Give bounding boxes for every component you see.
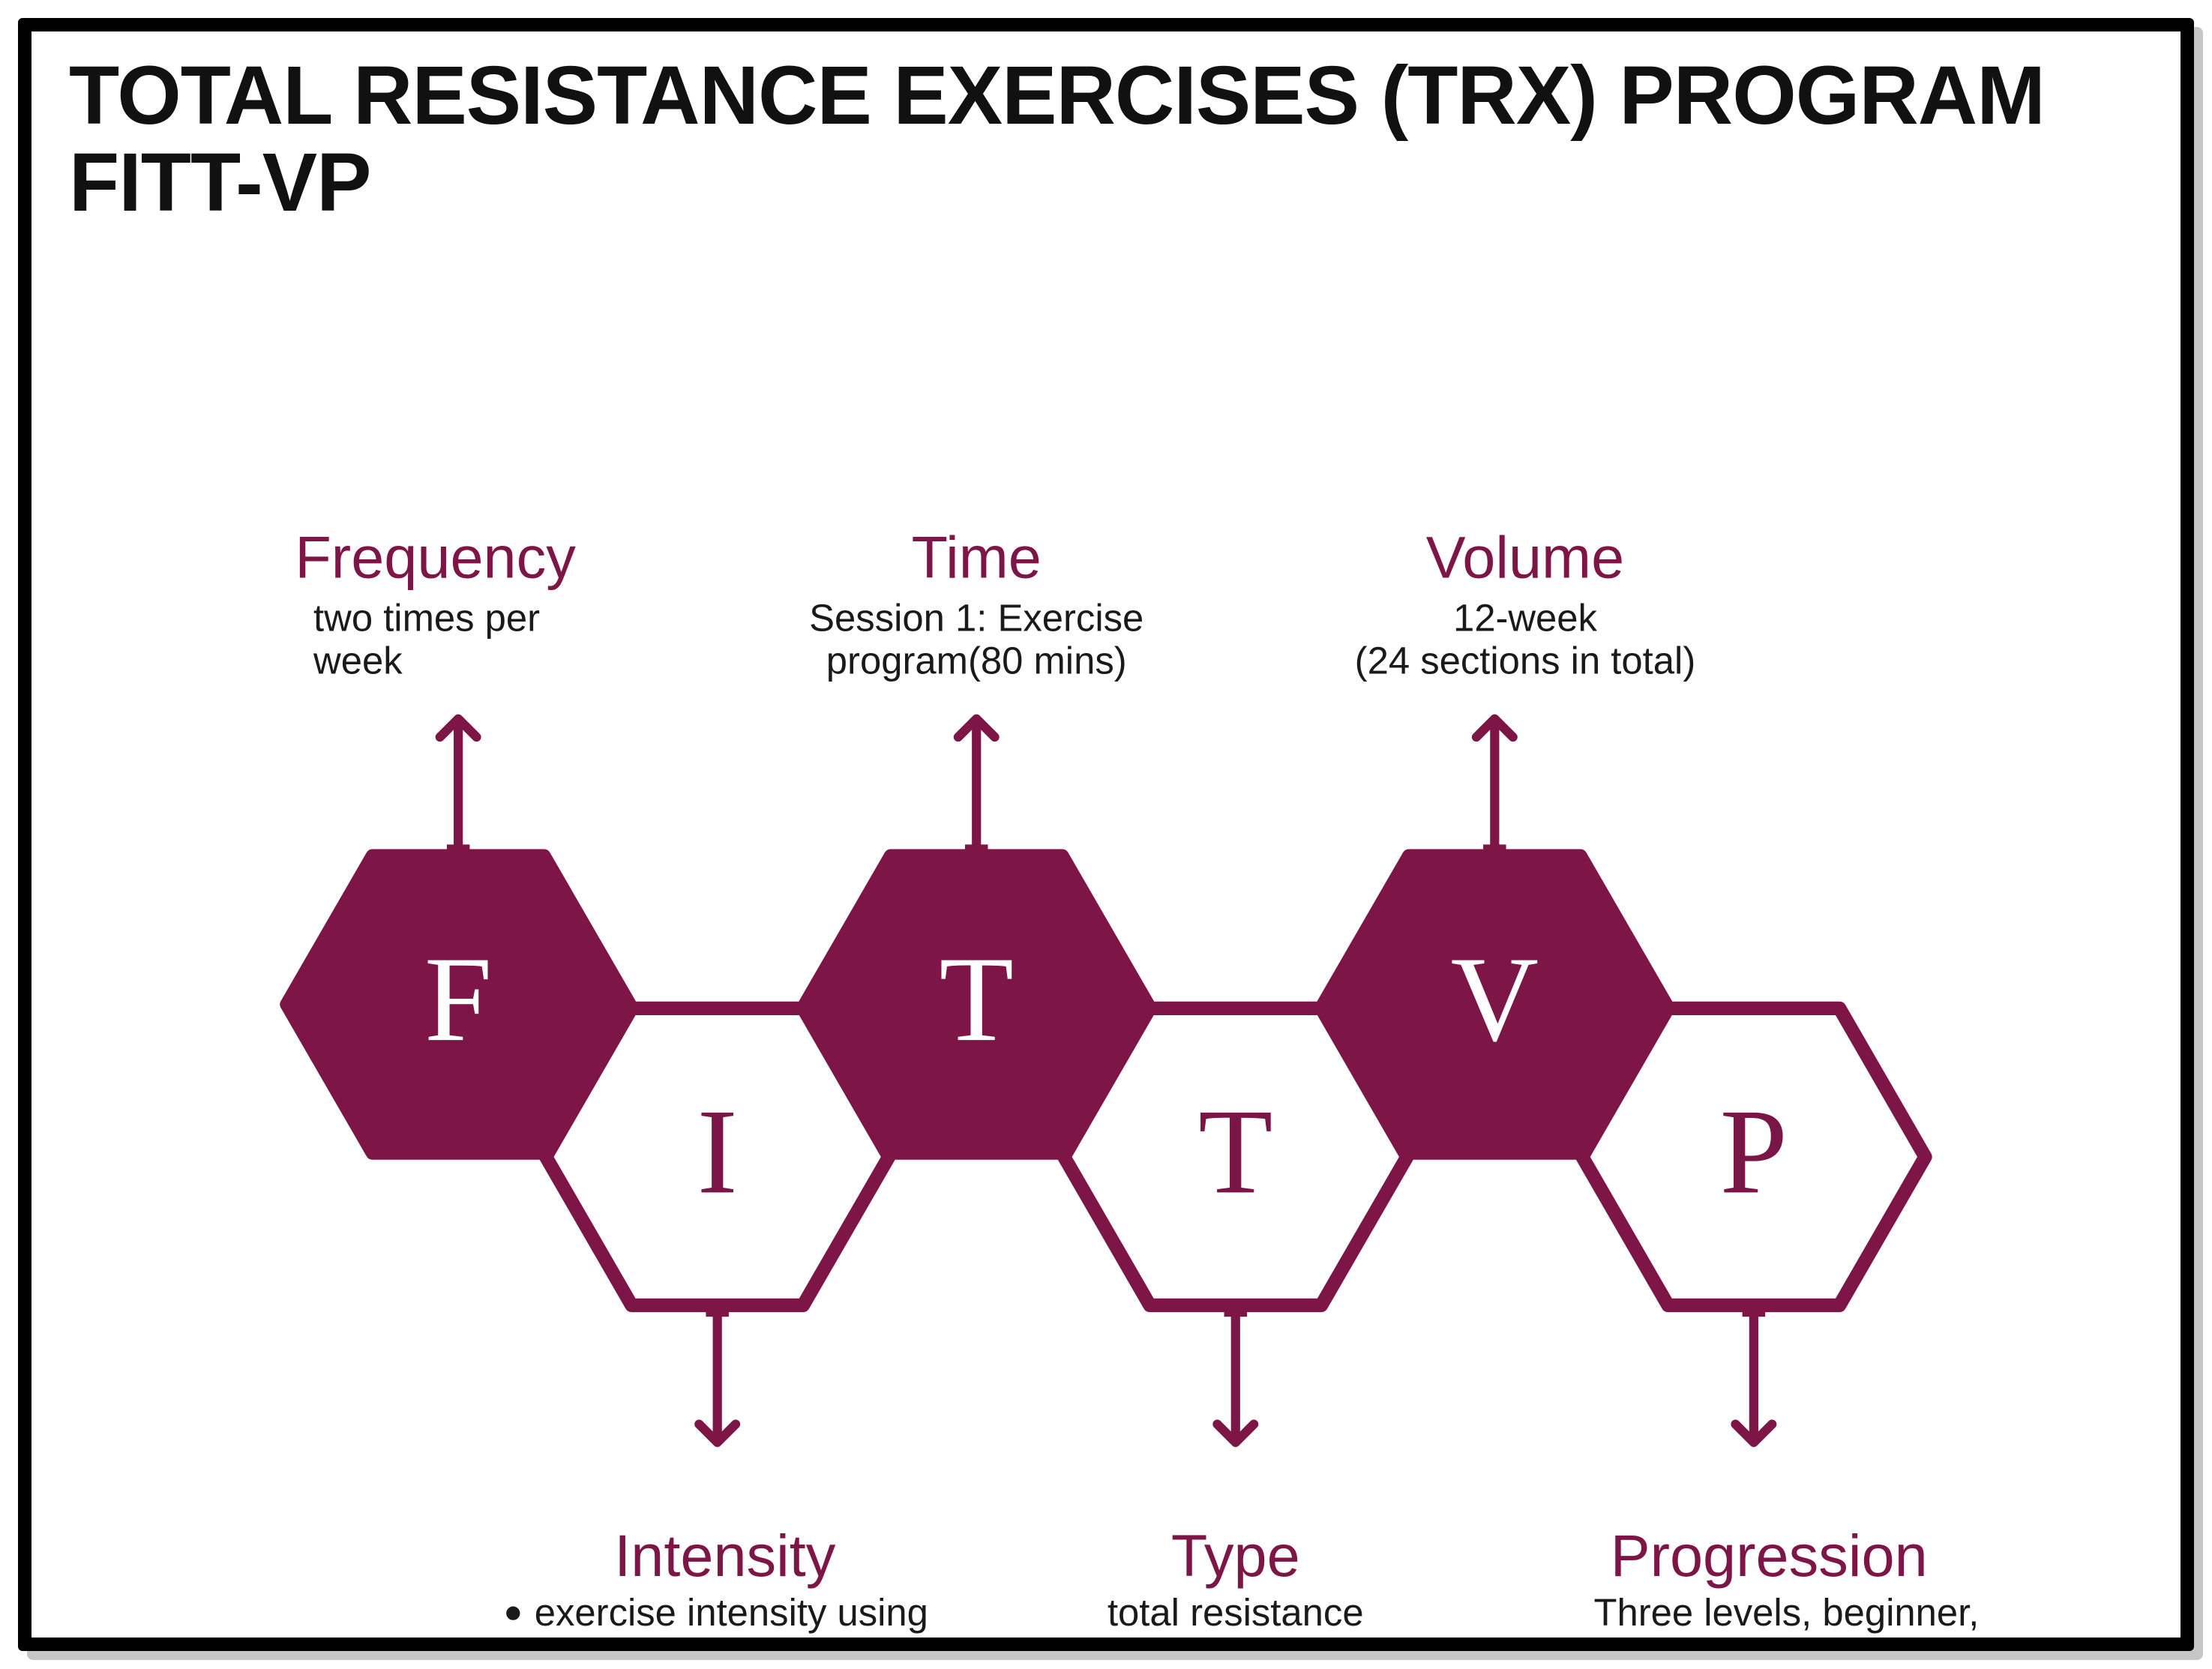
callout-body-F-line0: two times per: [313, 597, 540, 640]
callout-body-P-line0: Three levels, beginner,: [1593, 1591, 1979, 1634]
callout-title-T1: Time: [912, 523, 1042, 590]
hex-letter-T2: T: [1198, 1084, 1272, 1219]
callout-body-T2-line1: exercises: [1155, 1634, 1316, 1638]
callout-title-T2: Type: [1171, 1522, 1300, 1589]
callout-body-I-line0: exercise intensity using: [535, 1591, 928, 1634]
callout-title-P: Progression: [1611, 1522, 1928, 1589]
hex-letter-P: P: [1720, 1084, 1788, 1219]
callout-body-V-line1: (24 sections in total): [1355, 640, 1696, 682]
page-title: TOTAL RESISTANCE EXERCISES (TRX) PROGRAM…: [69, 52, 2143, 226]
page: TOTAL RESISTANCE EXERCISES (TRX) PROGRAM…: [0, 0, 2212, 1669]
fittvp-diagram: F I T T V P Frequency two times perweek Intensit…: [31, 219, 2181, 1638]
card: TOTAL RESISTANCE EXERCISES (TRX) PROGRAM…: [18, 18, 2194, 1651]
hex-letter-I: I: [697, 1084, 738, 1219]
bullet-icon: [506, 1607, 520, 1620]
hex-letter-V: V: [1451, 932, 1539, 1067]
callout-body-T1-line1: program(80 mins): [826, 640, 1127, 682]
callout-title-I: Intensity: [614, 1522, 836, 1589]
hex-letter-T1: T: [940, 932, 1014, 1067]
hex-letter-F: F: [424, 932, 492, 1067]
callout-title-F: Frequency: [295, 523, 576, 590]
callout-body-I-line1: the RPE 13 (somewhat: [535, 1634, 926, 1638]
callout-body-T2-line0: total resistance: [1107, 1591, 1364, 1634]
callout-body-T1-line0: Session 1: Exercise: [809, 597, 1143, 640]
callout-body-V-line0: 12-week: [1453, 597, 1598, 640]
callout-body-P-line1: intermediate, and: [1593, 1634, 1888, 1638]
callout-title-V: Volume: [1426, 523, 1624, 590]
callout-body-F-line1: week: [313, 640, 403, 682]
